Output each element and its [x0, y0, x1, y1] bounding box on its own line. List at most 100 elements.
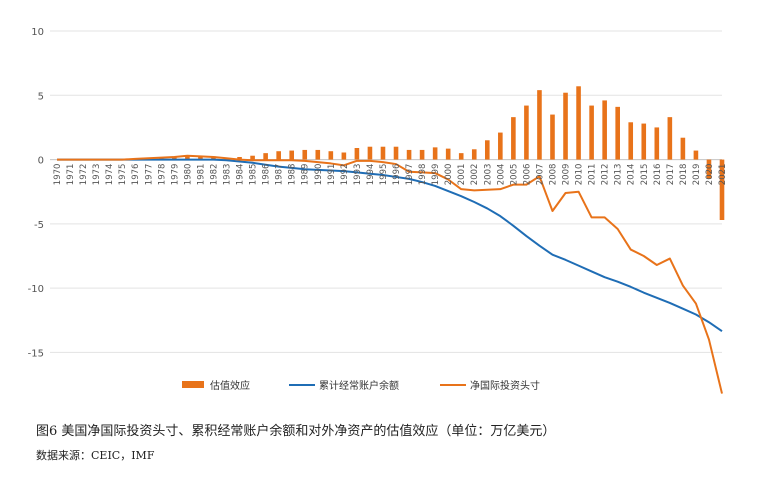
x-tick-label: 2003 — [483, 164, 493, 186]
bar — [198, 157, 203, 160]
x-tick-label: 1988 — [288, 164, 298, 186]
bar — [589, 105, 594, 160]
legend: 估值效应 累计经常账户余额 净国际投资头寸 — [182, 379, 540, 392]
legend-swatch — [182, 381, 204, 388]
bar — [354, 148, 360, 160]
x-tick-label: 1995 — [379, 164, 389, 186]
x-tick-label: 2011 — [588, 164, 598, 186]
gridlines — [50, 30, 722, 353]
x-tick-label: 1976 — [131, 164, 141, 186]
bar — [680, 137, 686, 160]
legend-label: 估值效应 — [210, 379, 250, 392]
x-tick-label: 1987 — [275, 164, 285, 186]
x-tick-label: 2015 — [640, 164, 650, 186]
data-source: 数据来源：CEIC，IMF — [36, 449, 155, 462]
x-tick-label: 2012 — [601, 164, 611, 186]
bar — [484, 140, 490, 160]
x-tick-label: 1979 — [170, 164, 180, 186]
series-line — [57, 154, 723, 394]
x-tick-label: 1989 — [301, 164, 311, 186]
bar — [524, 105, 529, 160]
bar — [706, 159, 712, 179]
x-tick-label: 2007 — [535, 164, 545, 186]
bar — [511, 117, 516, 160]
bar — [380, 146, 386, 160]
x-tick-label: 2017 — [666, 164, 676, 186]
legend-label: 净国际投资头寸 — [470, 379, 540, 392]
bar — [406, 149, 412, 160]
legend-label: 累计经常账户余额 — [319, 379, 399, 392]
x-tick-label: 1997 — [405, 164, 415, 186]
y-tick-label: 10 — [31, 27, 44, 38]
x-tick-label: 1970 — [53, 164, 63, 186]
bar — [550, 114, 555, 160]
bar — [498, 132, 503, 160]
bar — [471, 149, 477, 160]
bar — [445, 148, 451, 160]
y-tick-label: 5 — [38, 91, 44, 102]
y-axis: 10 5 0 -5 -10 -15 — [28, 27, 44, 359]
bar — [563, 92, 568, 160]
bar — [537, 90, 542, 160]
x-tick-label: 2009 — [562, 164, 572, 186]
bar — [628, 122, 634, 160]
y-tick-label: -10 — [28, 284, 44, 295]
bar — [654, 127, 660, 160]
bar — [419, 149, 425, 160]
x-tick-label: 1998 — [418, 164, 428, 186]
bar — [458, 153, 464, 160]
x-tick-label: 1985 — [249, 164, 259, 186]
bar — [432, 147, 438, 160]
x-tick-label: 1973 — [92, 164, 102, 186]
x-tick-label: 1984 — [236, 164, 246, 186]
figure-caption: 图6 美国净国际投资头寸、累积经常账户余额和对外净资产的估值效应（单位：万亿美元… — [36, 424, 556, 439]
x-axis: 1970 1971 1972 1973 1974 1975 1976 1977 1978 1979… — [53, 164, 728, 186]
bar — [615, 106, 620, 160]
bar — [393, 146, 399, 160]
series-line — [57, 158, 723, 333]
bar — [289, 150, 295, 160]
x-tick-label: 2018 — [679, 164, 689, 186]
y-tick-label: -15 — [28, 348, 44, 359]
x-tick-label: 1980 — [183, 164, 193, 186]
x-tick-label: 2016 — [653, 164, 663, 186]
x-tick-label: 2002 — [470, 164, 480, 186]
bar — [367, 146, 373, 160]
x-tick-label: 1990 — [314, 164, 324, 186]
bar — [276, 151, 281, 160]
x-tick-label: 2000 — [444, 164, 454, 186]
x-tick-label: 2006 — [522, 164, 532, 186]
x-tick-label: 1982 — [209, 164, 219, 186]
x-tick-label: 1993 — [353, 164, 363, 186]
x-tick-label: 1974 — [105, 164, 115, 186]
x-tick-label: 2021 — [718, 164, 728, 186]
bar — [693, 150, 699, 160]
x-tick-label: 2014 — [627, 164, 637, 186]
x-tick-label: 1986 — [262, 164, 272, 186]
x-tick-label: 1977 — [144, 164, 154, 186]
x-tick-label: 2013 — [614, 164, 624, 186]
line-series — [57, 154, 723, 394]
x-tick-label: 2005 — [509, 164, 519, 186]
bar — [302, 149, 308, 160]
x-tick-label: 1999 — [431, 164, 441, 186]
bar — [315, 149, 321, 160]
x-tick-label: 2010 — [575, 164, 585, 186]
x-tick-label: 1972 — [79, 164, 89, 186]
bar — [185, 155, 190, 160]
x-tick-label: 2001 — [457, 164, 467, 186]
bar — [602, 100, 607, 160]
bar — [576, 86, 581, 160]
bar — [641, 123, 647, 160]
x-tick-label: 1991 — [327, 164, 337, 186]
x-tick-label: 1994 — [366, 164, 376, 186]
x-tick-label: 1975 — [118, 164, 128, 186]
y-tick-label: 0 — [38, 156, 44, 167]
bar — [263, 153, 268, 160]
bar — [237, 157, 242, 160]
x-tick-label: 1996 — [392, 164, 402, 186]
x-tick-label: 1971 — [66, 164, 76, 186]
x-tick-label: 2020 — [705, 164, 715, 186]
x-tick-label: 1992 — [340, 164, 350, 186]
